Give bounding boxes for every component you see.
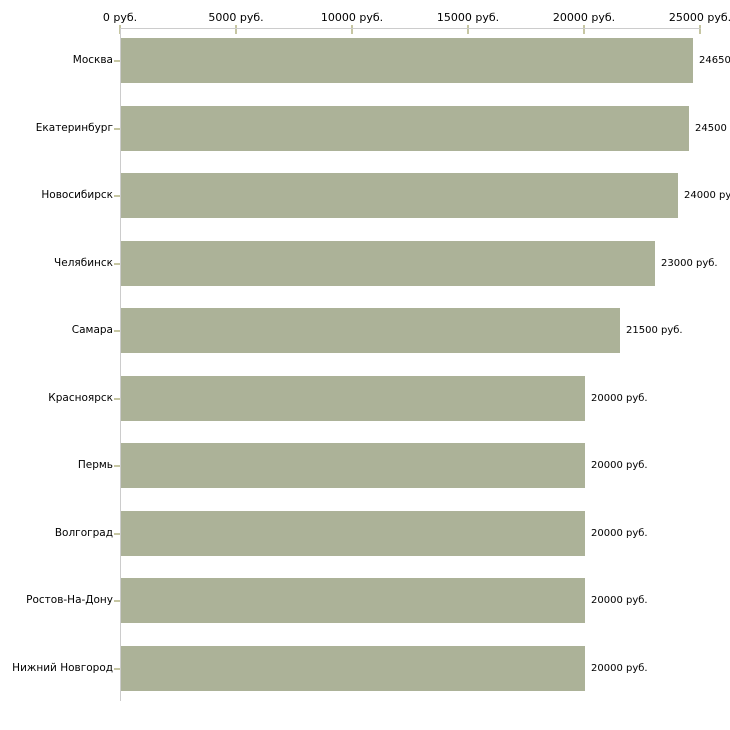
category-label: Нижний Новгород (12, 662, 113, 674)
category-label: Пермь (77, 459, 113, 471)
x-axis-line (120, 28, 701, 29)
category-label: Москва (72, 54, 113, 66)
x-tick-label: 25000 руб. (668, 11, 730, 24)
y-tick-mark (114, 465, 120, 467)
value-label: 23000 руб. (661, 258, 718, 269)
value-label: 20000 руб. (591, 528, 648, 539)
category-label: Красноярск (48, 392, 113, 404)
y-tick-mark (114, 398, 120, 400)
y-tick-mark (114, 60, 120, 62)
category-label: Челябинск (54, 257, 113, 269)
y-axis-line (120, 28, 121, 701)
category-label: Новосибирск (41, 189, 113, 201)
value-label: 24500 руб. (695, 123, 730, 134)
value-label: 21500 руб. (626, 325, 683, 336)
x-tick-mark (467, 25, 469, 34)
category-label: Ростов-На-Дону (26, 594, 113, 606)
bar (121, 38, 693, 83)
bar (121, 511, 585, 556)
x-tick-label: 0 руб. (102, 11, 138, 24)
value-label: 20000 руб. (591, 663, 648, 674)
y-tick-mark (114, 330, 120, 332)
value-label: 24650 руб. (699, 55, 730, 66)
y-tick-mark (114, 600, 120, 602)
category-label: Самара (71, 324, 113, 336)
x-tick-mark (699, 25, 701, 34)
value-label: 20000 руб. (591, 595, 648, 606)
bar (121, 646, 585, 691)
x-tick-label: 5000 руб. (208, 11, 264, 24)
y-tick-mark (114, 195, 120, 197)
y-tick-mark (114, 263, 120, 265)
bar (121, 308, 620, 353)
bar (121, 443, 585, 488)
bar (121, 106, 689, 151)
y-tick-mark (114, 128, 120, 130)
bar (121, 376, 585, 421)
x-tick-label: 20000 руб. (552, 11, 616, 24)
category-label: Волгоград (54, 527, 113, 539)
x-tick-label: 15000 руб. (436, 11, 500, 24)
x-tick-label: 10000 руб. (320, 11, 384, 24)
value-label: 24000 руб. (684, 190, 730, 201)
category-label: Екатеринбург (35, 122, 113, 134)
bar (121, 241, 655, 286)
value-label: 20000 руб. (591, 460, 648, 471)
bar (121, 173, 678, 218)
bar (121, 578, 585, 623)
x-tick-mark (351, 25, 353, 34)
y-tick-mark (114, 668, 120, 670)
x-tick-mark (583, 25, 585, 34)
x-tick-mark (235, 25, 237, 34)
value-label: 20000 руб. (591, 393, 648, 404)
y-tick-mark (114, 533, 120, 535)
